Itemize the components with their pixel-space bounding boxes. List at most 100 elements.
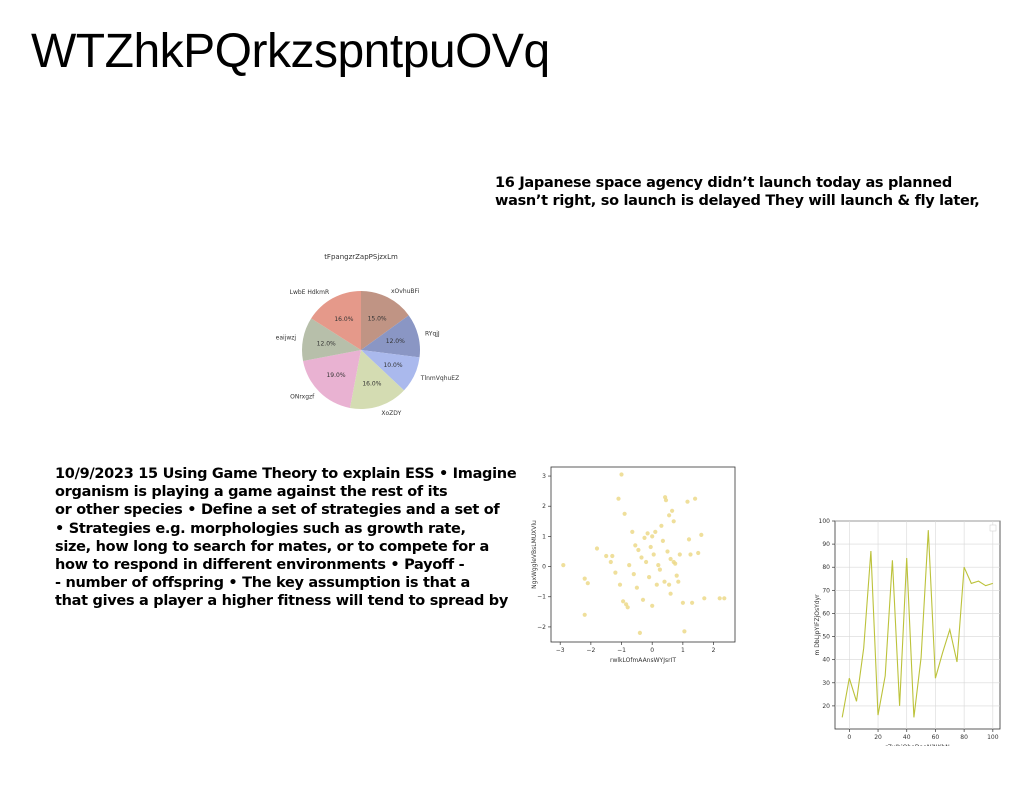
pie-value-label: 12.0% <box>386 338 405 345</box>
scatter-point <box>662 579 667 584</box>
scatter-point <box>686 537 692 542</box>
news-line: 16 Japanese space agency didn’t launch t… <box>495 175 952 191</box>
scatter-point <box>650 603 655 608</box>
scatter-point <box>654 582 659 587</box>
news-line: wasn’t right, so launch is delayed They … <box>495 193 980 209</box>
pie-slice <box>303 350 361 408</box>
scatter-point <box>690 600 695 605</box>
y-tick-label: 50 <box>822 634 830 641</box>
scatter-point <box>722 596 727 601</box>
line-series <box>841 530 993 718</box>
scatter-point <box>670 508 675 513</box>
scatter-point <box>656 563 661 568</box>
scatter-point <box>622 511 627 516</box>
scatter-point <box>644 559 649 565</box>
scatter-point <box>642 535 647 540</box>
pie-value-label: 19.0% <box>326 372 345 379</box>
y-tick-label: 3 <box>542 473 546 480</box>
x-axis-label: rZxJhjOheDaoNjNKbN <box>885 744 949 746</box>
scatter-point <box>634 585 639 590</box>
scatter-point <box>699 532 704 537</box>
scatter-point <box>665 549 670 554</box>
y-tick-label: 100 <box>819 518 831 525</box>
scatter-point <box>616 496 621 501</box>
y-tick-label: 30 <box>822 680 830 687</box>
scatter-point <box>660 538 665 543</box>
y-tick-label: 1 <box>542 533 546 540</box>
pie-value-label: 12.0% <box>317 340 336 347</box>
pie-category-label: XoZDY <box>381 410 401 417</box>
scatter-point <box>619 472 624 477</box>
scatter-point <box>680 600 685 605</box>
y-tick-label: 2 <box>542 503 546 510</box>
scatter-point <box>582 612 587 617</box>
x-axis-label: rwlkLOfmAAnsWYJsrIT <box>610 657 676 664</box>
x-tick-label: 0 <box>847 734 851 741</box>
scatter-plot-area <box>550 466 736 643</box>
y-axis-label: NgxWggleVBsLMUXVlu <box>531 520 538 589</box>
x-tick-label: 2 <box>712 647 716 654</box>
scatter-point <box>671 519 676 524</box>
scatter-point <box>636 547 641 553</box>
notes-line: or other species • Define a set of strat… <box>55 502 500 519</box>
scatter-point <box>676 579 681 584</box>
scatter-point <box>693 496 698 501</box>
notes-text-block: 10/9/2023 15 Using Game Theory to explai… <box>55 465 535 611</box>
scatter-point <box>630 529 635 534</box>
y-tick-label: 40 <box>822 657 830 664</box>
scatter-point <box>647 575 652 580</box>
pie-value-label: 15.0% <box>368 316 387 323</box>
pie-value-label: 16.0% <box>362 381 381 388</box>
x-tick-label: 20 <box>874 734 882 741</box>
x-tick-label: −1 <box>617 647 626 654</box>
pie-slice <box>361 315 420 358</box>
scatter-point <box>625 605 630 610</box>
y-axis-label: m DbLJpYIFZjOsYdyr <box>814 594 821 656</box>
x-tick-label: 60 <box>932 734 940 741</box>
page-title: WTZhkPQrkzspntpuOVq <box>31 25 550 78</box>
y-tick-label: 80 <box>822 564 830 571</box>
scatter-point <box>610 553 615 559</box>
pie-category-label: xOvhuBFi <box>391 288 420 295</box>
scatter-point <box>702 596 707 601</box>
scatter-chart: −3 −2 −1 0 1 2 −2 −1 0 1 2 3 rwlkLOfmAAnsWYJsrIT NgxW… <box>531 466 736 664</box>
scatter-point <box>696 550 701 556</box>
notes-line: how to respond in different environments… <box>55 557 465 574</box>
notes-line: 10/9/2023 15 Using Game Theory to explai… <box>55 466 517 482</box>
scatter-point <box>631 572 636 577</box>
pie-title: tFpangzrZapPSjzxLm <box>324 253 398 261</box>
scatter-point <box>648 544 653 550</box>
scatter-point <box>667 582 672 587</box>
y-tick-label: 60 <box>822 610 830 617</box>
scatter-point <box>640 597 646 602</box>
line-plot-area <box>834 520 1001 730</box>
notes-line: organism is playing a game against the r… <box>55 484 448 501</box>
scatter-point <box>639 555 644 560</box>
pie-chart: tFpangzrZapPSjzxLm 15.0% xOvhuBFi 12.0% RYqj… <box>276 253 460 417</box>
y-tick-label: −1 <box>537 594 546 601</box>
scatter-point <box>667 513 672 518</box>
y-tick-label: 70 <box>822 587 830 594</box>
pie-category-label: TlnmVqhuEZ <box>420 375 459 382</box>
x-tick-label: 1 <box>681 647 685 654</box>
notes-line: • Strategies e.g. morphologies such as g… <box>55 520 466 537</box>
scatter-point <box>668 591 673 596</box>
pie-value-label: 16.0% <box>334 316 353 323</box>
scatter-point <box>585 581 590 586</box>
pie-slice <box>361 350 420 391</box>
scatter-point <box>673 561 678 566</box>
pie-slice <box>302 318 361 362</box>
pie-category-label: eaijwzj <box>276 335 297 342</box>
scatter-point <box>663 498 669 503</box>
pie-category-label: ONrxgzf <box>290 394 315 401</box>
scatter-point <box>650 534 655 539</box>
scatter-point <box>594 546 600 551</box>
scatter-point <box>633 543 638 548</box>
notes-line: that gives a player a higher fitness wil… <box>55 593 509 610</box>
x-tick-label: −3 <box>556 647 565 654</box>
notes-line: size, how long to search for mates, or t… <box>55 538 490 555</box>
scatter-point <box>657 567 662 572</box>
news-text-block: 16 Japanese space agency didn’t launch t… <box>495 174 1015 210</box>
x-tick-label: 40 <box>903 734 911 741</box>
scatter-point <box>651 552 656 557</box>
